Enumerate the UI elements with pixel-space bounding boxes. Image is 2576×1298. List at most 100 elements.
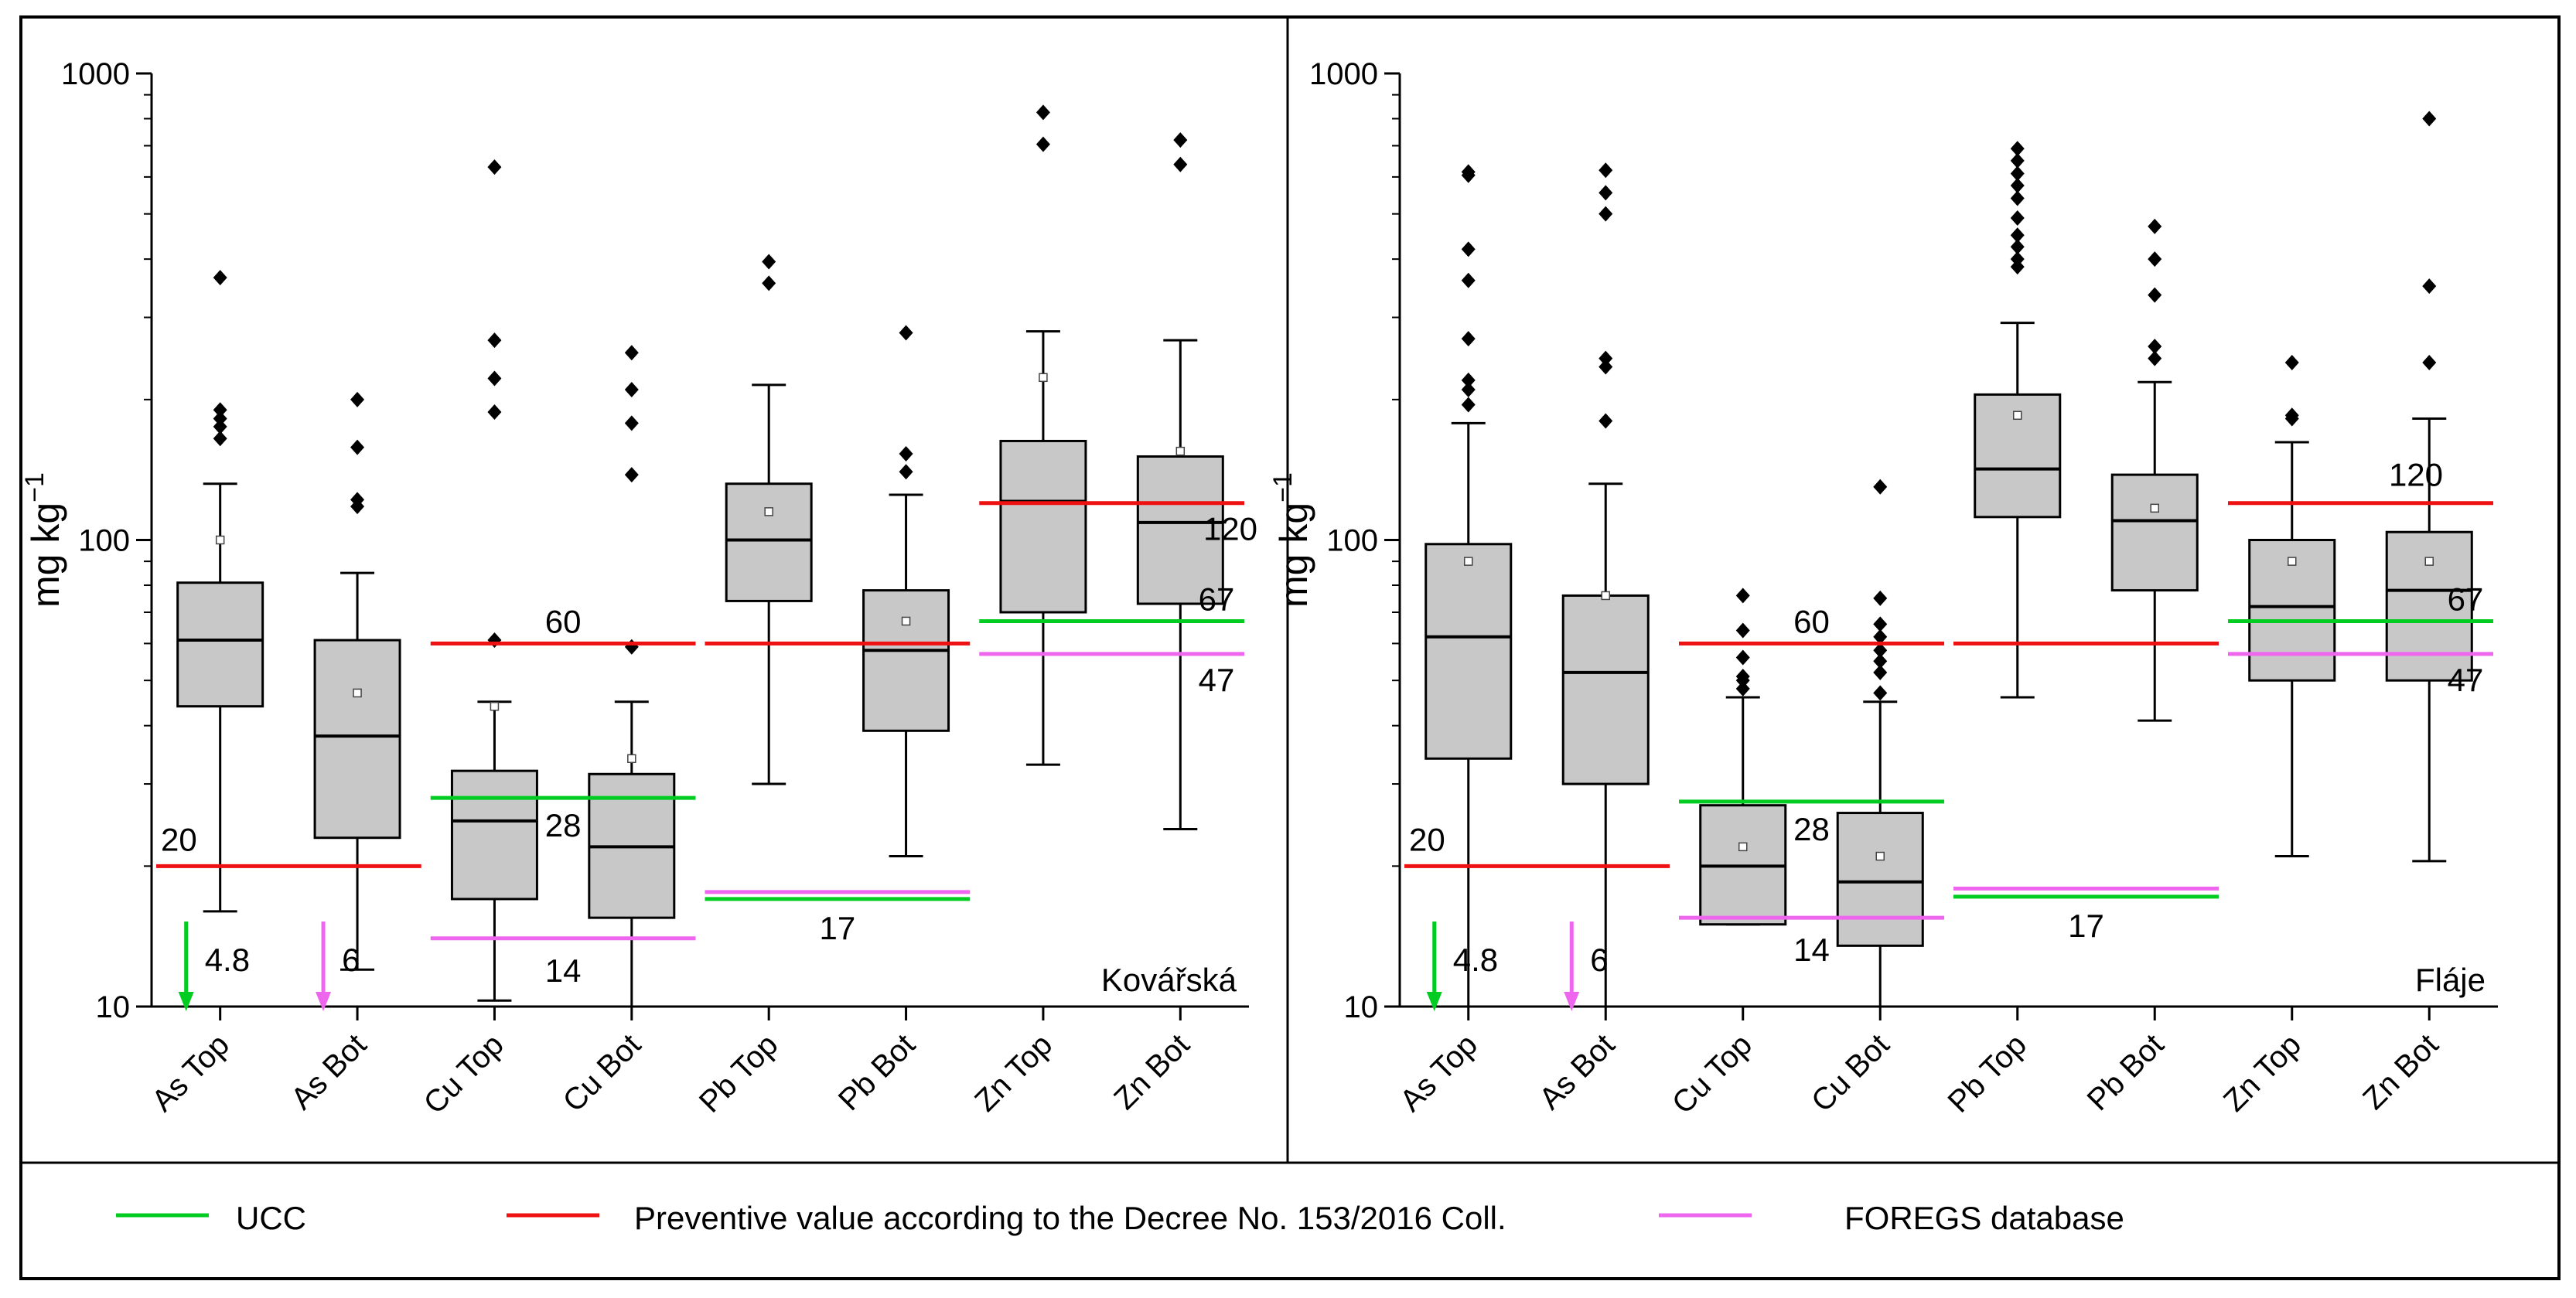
outlier-point [2284,355,2299,371]
outlier-point [762,254,776,270]
reference-value-label: 14 [545,952,582,989]
mean-marker [2150,503,2159,513]
reference-value-label: 4.8 [1453,942,1498,978]
outlier-point [2422,355,2437,371]
mean-marker [901,616,911,626]
outlier-point [2010,239,2025,255]
outlier-point [1173,156,1188,172]
outlier-point [213,431,227,447]
y-tick-label: 100 [1326,524,1378,558]
outlier-point [1598,185,1613,201]
outlier-point [2010,190,2025,206]
reference-value-label: 17 [2068,908,2104,944]
outlier-point [2010,251,2025,267]
outlier-point [487,332,502,349]
outlier-point [1873,685,1888,701]
box-iqr [1561,594,1650,785]
box-iqr [2110,473,2199,592]
mean-marker [215,535,225,545]
reference-value-label: 20 [161,821,197,857]
outlier-point [1873,642,1888,659]
box-3 [1836,479,1924,1007]
outlier-point [1873,616,1888,632]
y-axis-label: mg kg−1 [20,472,67,608]
box-1 [313,391,401,971]
outlier-point [1598,162,1613,179]
y-tick-label: 10 [96,990,131,1024]
reference-arrow-head [316,992,332,1011]
mean-marker [1875,851,1885,861]
outlier-point [1735,668,1750,684]
mean-marker [1464,557,1473,566]
mean-marker [2424,557,2434,566]
y-tick-label: 1000 [1309,57,1378,91]
outlier-point [1735,649,1750,666]
box-iqr [1136,455,1224,605]
outlier-point [1598,206,1613,222]
outlier-point [2010,152,2025,169]
outlier-point [350,391,365,407]
legend: UCC Preventive value according to the Dec… [116,1200,2124,1236]
reference-value-label: 28 [545,807,582,843]
outlier-point [1036,104,1050,121]
outlier-point [1735,622,1750,639]
outlier-point [1735,680,1750,697]
outlier-point [899,464,913,480]
y-tick-label: 1000 [61,57,130,91]
mean-marker [1039,373,1048,383]
box-6 [2248,355,2336,858]
outlier-point [624,467,639,483]
outlier-point [1461,164,1476,180]
reference-value-label: 67 [2448,581,2484,617]
outlier-point [1873,479,1888,495]
box-2 [1699,588,1787,926]
box-iqr [313,639,401,840]
reference-value-label: 47 [1199,662,1235,698]
y-tick-label: 10 [1344,990,1379,1024]
legend-label: Preventive value according to the Decree… [634,1200,1506,1236]
reference-value-label: 120 [2389,457,2443,493]
outlier-point [1735,588,1750,604]
box-iqr [999,439,1087,614]
outlier-point [2010,259,2025,275]
y-tick-label: 100 [78,524,130,558]
reference-value-label: 60 [1793,603,1830,639]
outlier-point [1461,331,1476,347]
outlier-point [1461,272,1476,288]
reference-value-label: 14 [1793,932,1830,968]
box-5 [862,325,950,858]
outlier-point [213,418,227,434]
panel-title: Fláje [2415,962,2486,998]
legend-item-0: UCC [116,1200,306,1236]
outlier-point [2422,111,2437,127]
y-axis-label-exponent: −1 [1268,472,1298,503]
reference-value-label: 60 [545,603,582,639]
outlier-point [762,275,776,291]
outlier-point [1873,629,1888,645]
box-iqr [1424,543,1513,760]
box-4 [725,254,813,785]
reference-value-label: 20 [1409,821,1445,857]
outlier-point [350,439,365,455]
outlier-point [1173,132,1188,148]
outlier-point [213,402,227,418]
box-0 [1424,164,1513,1007]
reference-value-label: 17 [820,910,856,946]
outlier-point [2284,407,2299,424]
outlier-point [624,415,639,431]
mean-marker [764,507,773,516]
outlier-point [487,159,502,175]
reference-arrow-head [178,992,194,1011]
box-4 [1974,141,2062,699]
figure-frame [19,15,2561,1280]
mean-marker [1601,591,1610,601]
box-6 [999,104,1087,766]
outlier-point [350,492,365,508]
reference-value-label: 67 [1199,581,1235,617]
outlier-point [213,270,227,286]
outlier-point [2148,339,2162,355]
outlier-point [624,345,639,361]
outlier-point [1461,241,1476,257]
reference-value-label: 6 [1590,942,1608,978]
